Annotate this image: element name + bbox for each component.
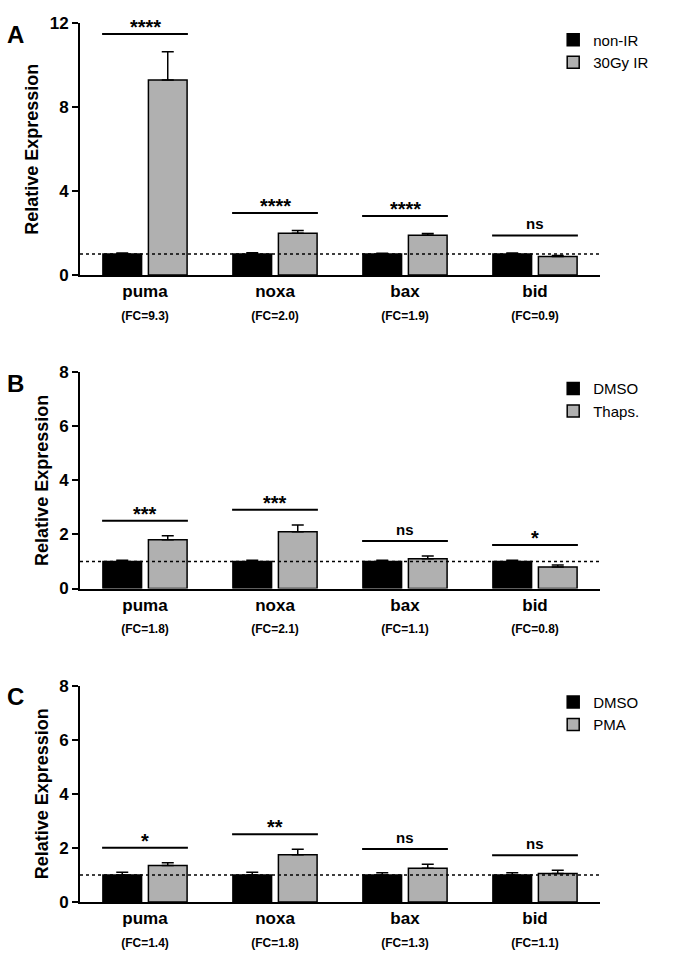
svg-text:noxa(FC=2.1): noxa(FC=2.1) — [251, 596, 299, 636]
svg-text:ns: ns — [396, 521, 414, 538]
svg-text:bax(FC=1.3): bax(FC=1.3) — [381, 909, 429, 949]
svg-text:bid(FC=0.9): bid(FC=0.9) — [511, 282, 559, 322]
svg-text:*: * — [531, 527, 539, 549]
svg-text:Relative Expression: Relative Expression — [22, 64, 42, 235]
svg-text:4: 4 — [59, 785, 69, 804]
svg-text:0: 0 — [59, 266, 68, 285]
svg-text:6: 6 — [59, 731, 68, 750]
svg-text:non-IR: non-IR — [593, 32, 638, 49]
svg-text:C: C — [7, 683, 24, 710]
svg-text:***: *** — [133, 503, 157, 525]
svg-text:4: 4 — [59, 182, 69, 201]
svg-text:noxa(FC=2.0): noxa(FC=2.0) — [251, 282, 299, 322]
svg-text:puma(FC=9.3): puma(FC=9.3) — [121, 282, 169, 322]
svg-text:30Gy IR: 30Gy IR — [593, 54, 648, 71]
svg-text:6: 6 — [59, 417, 68, 436]
svg-text:4: 4 — [59, 471, 69, 490]
svg-text:**: ** — [267, 816, 283, 838]
svg-text:Relative Expression: Relative Expression — [32, 708, 52, 879]
svg-text:bax(FC=1.9): bax(FC=1.9) — [381, 282, 429, 322]
svg-text:****: **** — [390, 198, 421, 220]
svg-text:8: 8 — [59, 677, 68, 696]
svg-text:DMSO: DMSO — [593, 694, 638, 711]
svg-text:DMSO: DMSO — [593, 380, 638, 397]
svg-text:****: **** — [130, 16, 161, 38]
svg-text:B: B — [7, 370, 24, 397]
svg-text:A: A — [7, 21, 24, 48]
svg-text:bid(FC=0.8): bid(FC=0.8) — [511, 596, 559, 636]
svg-text:noxa(FC=1.8): noxa(FC=1.8) — [251, 909, 299, 949]
svg-text:2: 2 — [59, 839, 68, 858]
svg-text:Relative Expression: Relative Expression — [32, 395, 52, 566]
svg-text:0: 0 — [59, 893, 68, 912]
svg-text:bid(FC=1.1): bid(FC=1.1) — [511, 909, 559, 949]
svg-text:puma(FC=1.4): puma(FC=1.4) — [121, 909, 169, 949]
svg-text:Thaps.: Thaps. — [593, 403, 639, 420]
svg-text:12: 12 — [50, 14, 69, 33]
svg-text:***: *** — [263, 492, 287, 514]
svg-text:8: 8 — [59, 363, 68, 382]
svg-text:puma(FC=1.8): puma(FC=1.8) — [121, 596, 169, 636]
svg-text:ns: ns — [526, 835, 544, 852]
svg-text:0: 0 — [59, 579, 68, 598]
svg-text:*: * — [141, 830, 149, 852]
svg-text:bax(FC=1.1): bax(FC=1.1) — [381, 596, 429, 636]
svg-text:****: **** — [260, 195, 291, 217]
svg-text:ns: ns — [526, 215, 544, 232]
svg-text:ns: ns — [396, 829, 414, 846]
svg-text:2: 2 — [59, 525, 68, 544]
svg-text:8: 8 — [59, 98, 68, 117]
svg-text:PMA: PMA — [593, 716, 626, 733]
